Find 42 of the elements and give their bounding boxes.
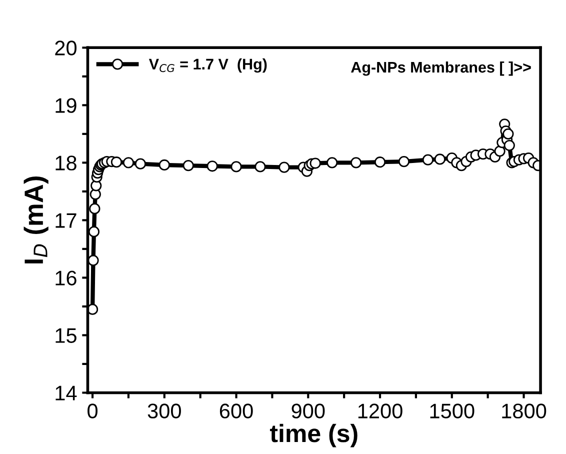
point: [122, 157, 134, 168]
y-tick-label: 20: [55, 40, 76, 56]
x-axis-title: time (s): [270, 424, 358, 448]
x-tick-label: 0: [88, 404, 98, 418]
y-tick-label: 15: [56, 328, 76, 343]
point: [326, 157, 338, 168]
x-tick-label: 900: [292, 404, 325, 418]
point: [398, 156, 410, 168]
point: [206, 160, 218, 172]
y-tick-label: 14: [56, 386, 77, 400]
point: [254, 161, 266, 172]
annotation: Ag-NPs Membranes [ ]>>: [351, 61, 531, 76]
point: [504, 140, 515, 151]
point: [89, 203, 100, 214]
point: [90, 188, 101, 200]
point: [158, 159, 170, 171]
point: [182, 160, 194, 172]
x-tick-label: 1200: [358, 404, 402, 418]
point: [88, 226, 100, 238]
point: [230, 161, 242, 172]
point: [88, 254, 99, 266]
point: [434, 154, 446, 165]
y-tick-label: 17: [56, 213, 76, 228]
point: [88, 304, 98, 315]
y-tick-label: 16: [56, 270, 76, 286]
x-tick-label: 1500: [430, 404, 474, 418]
y-tick-label: 19: [56, 98, 76, 113]
x-tick-label: 1800: [502, 404, 546, 418]
point: [110, 156, 122, 168]
x-tick-label: 300: [148, 404, 181, 418]
point: [310, 158, 321, 169]
y-tick-label: 18: [56, 156, 76, 170]
point: [502, 128, 514, 140]
point: [374, 156, 386, 168]
y-axis-title: I$_{D}$ (mA): [24, 176, 48, 264]
point: [350, 157, 362, 168]
legend-label: V$_{CG}$ = 1.7 V (Hg): [148, 58, 267, 73]
point: [278, 162, 290, 173]
point: [422, 154, 434, 166]
point: [134, 158, 146, 170]
point: [494, 146, 506, 157]
x-tick-label: 600: [220, 404, 253, 418]
